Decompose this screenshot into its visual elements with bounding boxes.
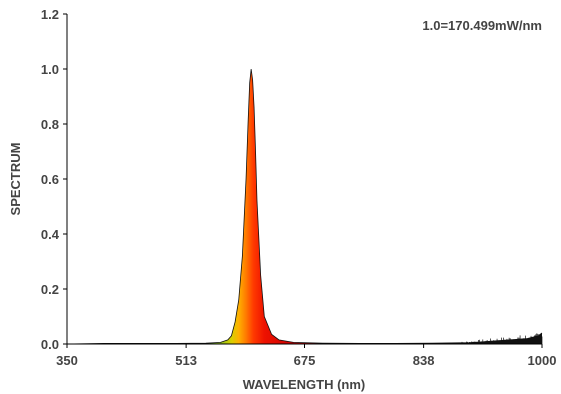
y-tick-label: 1.0 [41,62,59,77]
x-tick-label: 513 [175,353,197,368]
y-tick-label: 0.6 [41,172,59,187]
x-tick-label: 350 [56,353,78,368]
x-axis-title: WAVELENGTH (nm) [243,377,366,392]
spectrum-area [67,69,542,344]
y-ticks: 0.0 0.2 0.4 0.6 0.8 1.0 1.2 [41,7,67,352]
y-tick-label: 0.0 [41,337,59,352]
x-tick-label: 838 [413,353,435,368]
x-tick-label: 1000 [528,353,557,368]
y-axis-title: SPECTRUM [8,143,23,216]
y-tick-label: 0.2 [41,282,59,297]
y-tick-label: 0.4 [41,227,60,242]
x-ticks: 350 513 675 838 1000 [56,344,556,368]
y-tick-label: 0.8 [41,117,59,132]
spectrum-line [66,68,543,345]
annotation-scale: 1.0=170.499mW/nm [422,18,542,33]
y-tick-label: 1.2 [41,7,59,22]
plot-area [66,68,543,345]
x-tick-label: 675 [294,353,316,368]
